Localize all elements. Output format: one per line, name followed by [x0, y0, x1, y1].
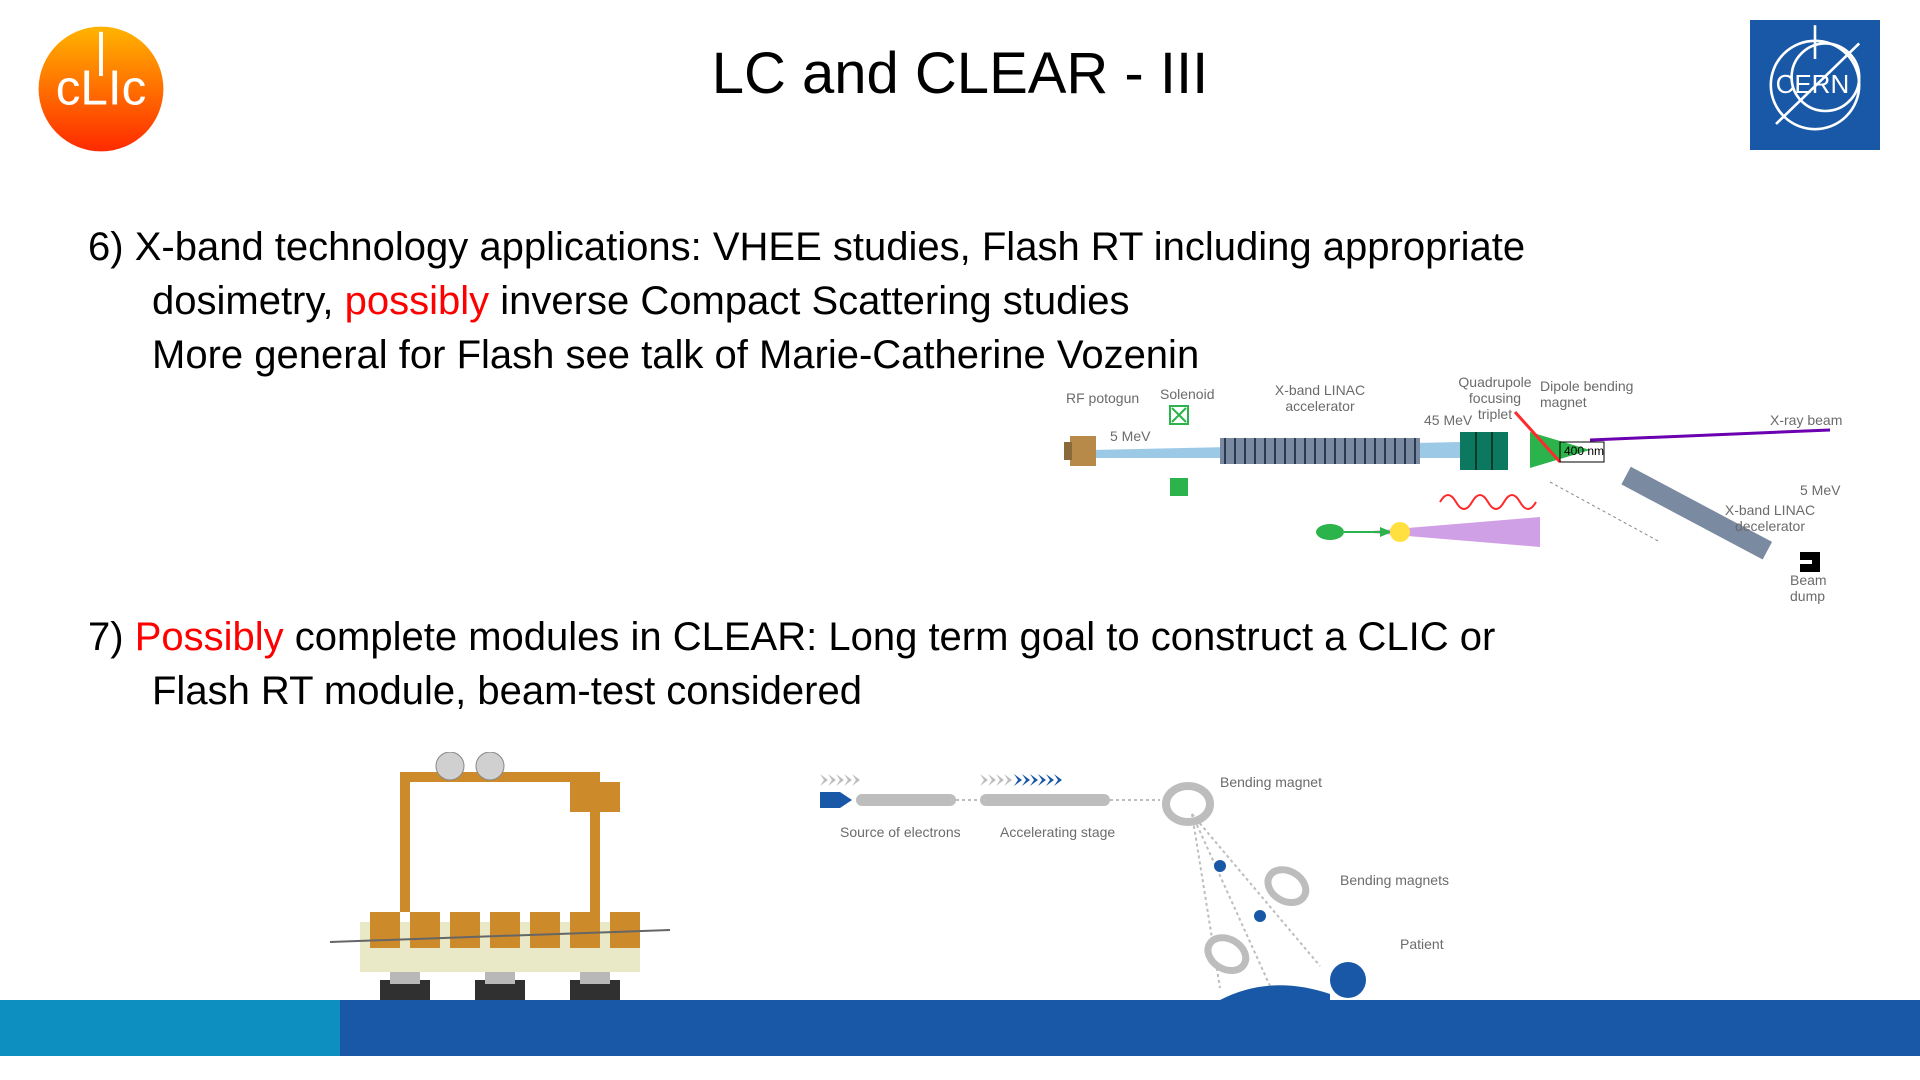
bullet-text: X-band technology applications: VHEE stu… [135, 225, 1525, 269]
label-bend1: Bending magnet [1220, 774, 1322, 790]
label-rf-gun: RF potogun [1066, 390, 1139, 406]
label-xray: X-ray beam [1770, 412, 1842, 428]
highlight-word: possibly [345, 279, 490, 323]
label-energy-out: 5 MeV [1800, 482, 1840, 498]
highlight-word: Possibly [135, 615, 284, 659]
diagram-flash-rt: Source of electrons Accelerating stage B… [800, 756, 1580, 1036]
bullet-6: 6) X-band technology applications: VHEE … [88, 220, 1832, 382]
bullet-text: Flash RT module, beam-test considered [152, 669, 862, 713]
bullet-number: 7) [88, 615, 124, 659]
label-quad: Quadrupole focusing triplet [1450, 374, 1540, 422]
label-energy-in: 5 MeV [1110, 428, 1150, 444]
label-decel: X-band LINAC decelerator [1720, 502, 1820, 534]
label-solenoid: Solenoid [1160, 386, 1215, 402]
bullet-text: dosimetry, [152, 279, 345, 323]
bullet-text: inverse Compact Scattering studies [489, 279, 1129, 323]
bullet-7: 7) Possibly complete modules in CLEAR: L… [88, 610, 1832, 718]
slide-title: LC and CLEAR - III [0, 40, 1920, 107]
label-dump: Beam dump [1790, 572, 1840, 604]
diagram-ics: RF potogun 5 MeV Solenoid X-band LINAC a… [1060, 382, 1840, 582]
label-linac: X-band LINAC accelerator [1260, 382, 1380, 414]
label-source: Source of electrons [840, 824, 961, 840]
bullet-number: 6) [88, 225, 124, 269]
label-dipole: Dipole bending magnet [1540, 378, 1640, 410]
bullet-7-wrap: 7) Possibly complete modules in CLEAR: L… [88, 610, 1832, 758]
label-accel: Accelerating stage [1000, 824, 1115, 840]
label-bend2: Bending magnets [1340, 872, 1449, 888]
bullet-text: complete modules in CLEAR: Long term goa… [284, 615, 1496, 659]
footer-accent [0, 1000, 340, 1056]
label-laser-spot: 400 nm [1564, 444, 1604, 458]
slide: cLIc CERN LC and CLEAR - III 6) X-band t… [0, 0, 1920, 1080]
bullet-text: More general for Flash see talk of Marie… [152, 333, 1199, 377]
label-patient: Patient [1400, 936, 1444, 952]
